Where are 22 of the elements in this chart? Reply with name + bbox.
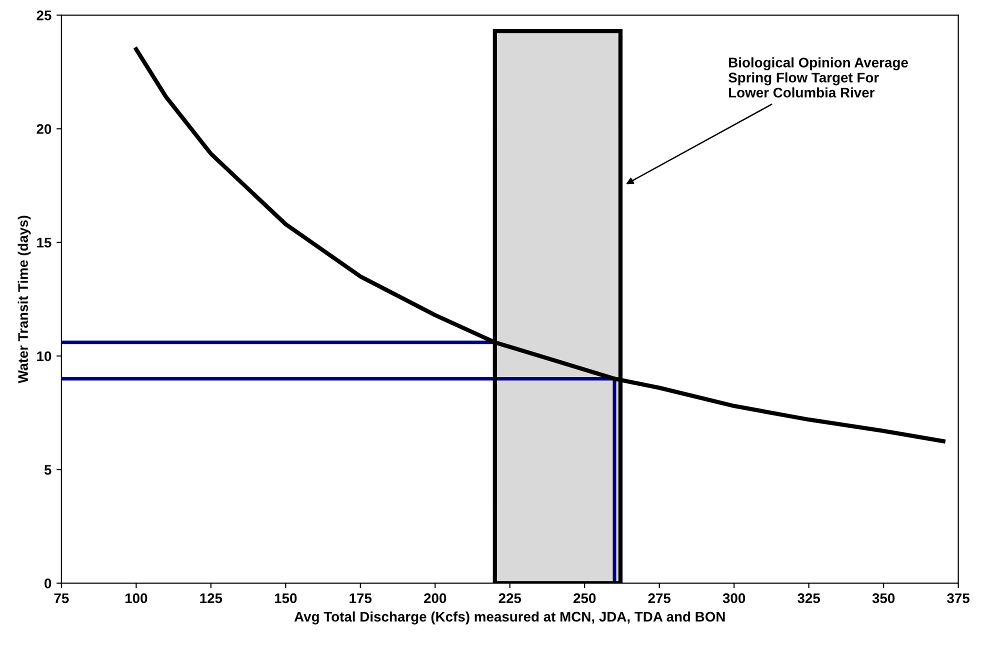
x-tick-label: 225 [498, 593, 522, 604]
y-tick-label: 10 [37, 351, 52, 362]
x-tick-label: 75 [54, 593, 69, 604]
x-tick-label: 200 [424, 593, 446, 604]
y-axis-title: Water Transit Time (days) [18, 216, 31, 384]
x-tick-label: 125 [200, 593, 222, 604]
y-tick-label: 5 [44, 465, 52, 475]
x-tick-label: 350 [872, 593, 895, 604]
y-tick-label: 0 [44, 578, 52, 588]
x-tick-label: 325 [798, 593, 820, 604]
x-tick-label: 150 [274, 593, 297, 604]
x-tick-label: 375 [947, 593, 970, 604]
x-tick-label: 250 [574, 593, 596, 604]
x-tick-label: 175 [350, 593, 372, 604]
x-tick-label: 100 [125, 593, 148, 604]
y-tick-label: 20 [36, 124, 52, 134]
x-tick-label: 300 [722, 593, 746, 604]
annotation: Biological Opinion Average Spring Flow Target For Lower Columbia River [728, 57, 908, 98]
x-axis-title: Avg Total Discharge (Kcfs) measured at MCN, JDA, TDA and BON [294, 611, 725, 624]
y-tick-label: 15 [37, 238, 52, 248]
x-tick-label: 275 [648, 593, 671, 604]
y-tick-label: 25 [36, 10, 52, 20]
